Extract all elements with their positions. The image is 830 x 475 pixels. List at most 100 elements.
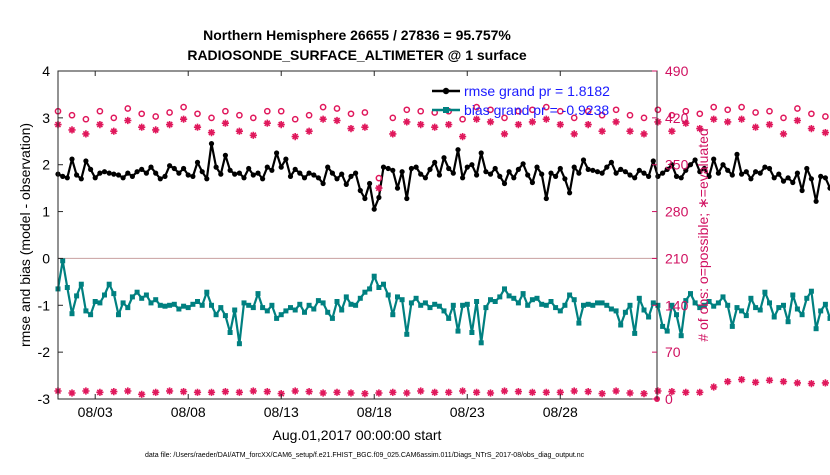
rmse-point	[804, 166, 809, 171]
bias-point	[279, 312, 284, 317]
rmse-point	[237, 171, 242, 176]
bias-point	[339, 308, 344, 313]
rmse-point	[674, 174, 679, 179]
bias-point	[93, 299, 98, 304]
rmse-point	[158, 176, 163, 181]
rmse-point	[646, 174, 651, 179]
rmse-point	[800, 188, 805, 193]
bias-point	[144, 293, 149, 298]
rmse-point	[818, 174, 823, 179]
rmse-point	[465, 165, 470, 170]
rmse-point	[595, 169, 600, 174]
rmse-point	[241, 175, 246, 180]
rmse-point	[781, 179, 786, 184]
obs_bottom_possible-marker	[752, 379, 759, 386]
obs_evaluated-marker	[794, 117, 801, 124]
bias-point	[232, 308, 237, 313]
rmse-point	[97, 171, 102, 176]
rmse-point	[293, 167, 298, 172]
rmse-point	[344, 182, 349, 187]
rmse-point	[711, 157, 716, 162]
bias-point	[642, 308, 647, 313]
rmse-point	[395, 186, 400, 191]
rmse-point	[339, 172, 344, 177]
rmse-point	[288, 174, 293, 179]
bias-point	[539, 302, 544, 307]
rmse-point	[423, 175, 428, 180]
obs_bottom_possible-marker	[724, 378, 731, 385]
bias-point	[386, 293, 391, 298]
bias-point	[251, 305, 256, 310]
bias-point	[125, 305, 130, 310]
rmse-point	[283, 157, 288, 162]
rmse-point	[437, 172, 442, 177]
rmse-point	[358, 188, 363, 193]
bias-point	[804, 296, 809, 301]
rmse-point	[455, 147, 460, 152]
bias-point	[604, 303, 609, 308]
rmse-point	[83, 158, 88, 163]
rmse-point	[651, 158, 656, 163]
bias-point	[176, 307, 181, 312]
obs_possible-marker	[795, 106, 800, 111]
rmse-point	[614, 171, 619, 176]
bias-point	[167, 303, 172, 308]
rmse-point	[404, 196, 409, 201]
legend-rmse-marker	[443, 88, 449, 94]
rmse-point	[553, 174, 558, 179]
rmse-point	[497, 174, 502, 179]
bias-point	[525, 303, 530, 308]
bias-point	[325, 310, 330, 315]
obs_possible-marker	[711, 105, 716, 110]
bias-point	[535, 296, 540, 301]
bias-point	[465, 302, 470, 307]
rmse-point	[74, 172, 79, 177]
chart-title: Northern Hemisphere 26655 / 27836 = 95.7…	[203, 27, 511, 43]
rmse-point	[381, 165, 386, 170]
rmse-point	[414, 165, 419, 170]
bias-point	[442, 308, 447, 313]
bias-point	[390, 312, 395, 317]
bias-point	[307, 303, 312, 308]
obs_possible-marker	[781, 115, 786, 120]
rmse-point	[376, 195, 381, 200]
rmse-point	[637, 168, 642, 173]
rmse-point	[353, 171, 358, 176]
rmse-point	[386, 166, 391, 171]
bias-point	[423, 300, 428, 305]
y-tick-label-right: 140	[665, 297, 689, 313]
bias-point	[800, 312, 805, 317]
x-tick-label: 08/23	[450, 404, 485, 420]
obs_possible-marker	[725, 107, 730, 112]
bias-point	[460, 303, 465, 308]
bias-point	[107, 282, 112, 287]
bias-point	[651, 300, 656, 305]
rmse-point	[334, 176, 339, 181]
obs_bottom_possible-marker	[822, 379, 829, 386]
bias-point	[739, 308, 744, 313]
bias-point	[242, 300, 247, 305]
rmse-point	[218, 172, 223, 177]
obs_evaluated-marker	[724, 118, 731, 125]
y-tick-label-right: 490	[665, 63, 689, 79]
rmse-point	[302, 175, 307, 180]
rmse-point	[432, 160, 437, 165]
bias-point	[614, 308, 619, 313]
bias-point	[516, 300, 521, 305]
bias-point	[521, 291, 526, 296]
rmse-point	[776, 172, 781, 177]
rmse-point	[111, 172, 116, 177]
rmse-point	[734, 152, 739, 157]
bias-point	[432, 302, 437, 307]
rmse-point	[772, 175, 777, 180]
bias-point	[725, 303, 730, 308]
bias-point	[256, 291, 261, 296]
rmse-point	[139, 167, 144, 172]
bias-point	[688, 291, 693, 296]
bias-point	[181, 304, 186, 309]
rmse-point	[400, 169, 405, 174]
bias-point	[260, 305, 265, 310]
bias-point	[744, 313, 749, 318]
